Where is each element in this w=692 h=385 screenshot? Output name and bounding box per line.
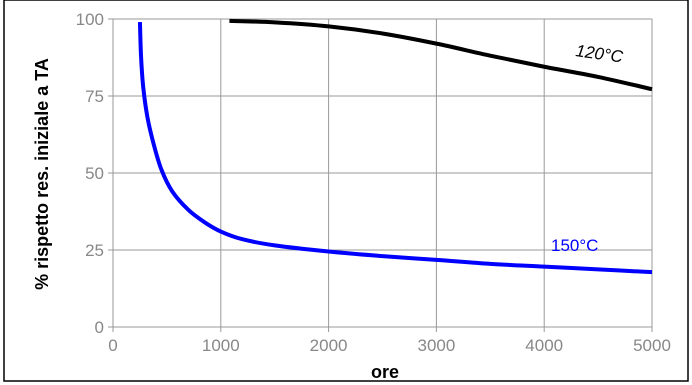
x-tick-label: 4000 [525, 336, 563, 355]
y-tick-label: 75 [85, 87, 104, 106]
x-axis-label: ore [371, 362, 399, 382]
y-axis-label: % rispetto res. iniziale a TA [32, 58, 52, 290]
series-label-150c: 150°C [551, 236, 598, 255]
x-tick-label: 5000 [633, 336, 671, 355]
x-tick-label: 1000 [202, 336, 240, 355]
series-lines [137, 18, 653, 275]
grid [108, 18, 653, 332]
tick-labels: 0 1000 2000 3000 4000 5000 0 25 50 75 100 [76, 10, 671, 355]
series-label-120c: 120°C [574, 41, 624, 67]
x-tick-label: 3000 [417, 336, 455, 355]
series-120c-line [229, 18, 653, 92]
y-tick-label: 50 [85, 164, 104, 183]
y-tick-label: 0 [95, 318, 104, 337]
y-tick-label: 100 [76, 10, 104, 29]
x-tick-label: 0 [108, 336, 117, 355]
y-tick-label: 25 [85, 241, 104, 260]
series-150c-line [137, 22, 653, 275]
x-tick-label: 2000 [310, 336, 348, 355]
chart-frame [3, 0, 689, 382]
